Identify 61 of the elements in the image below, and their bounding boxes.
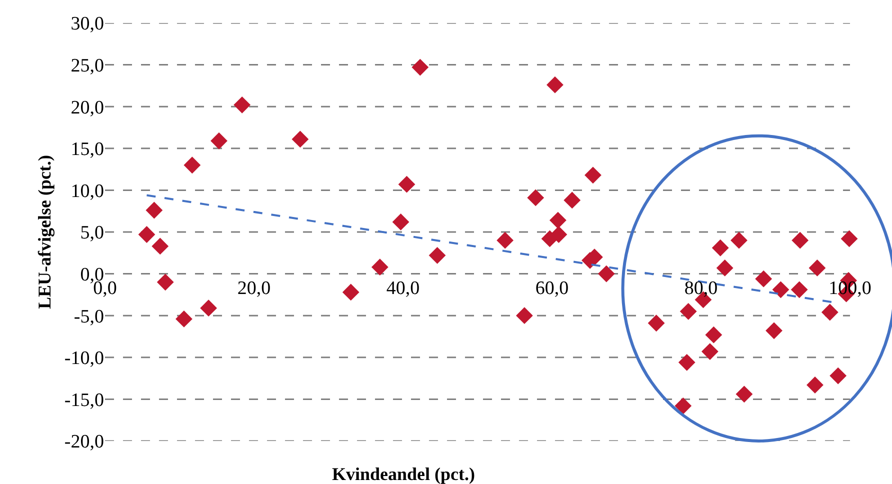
point [821,304,838,321]
point [398,176,416,193]
point [584,166,602,184]
point [701,343,718,360]
y-tick-label: 25,0 [70,55,104,76]
point [496,232,514,249]
y-axis-title: LEU-afvigelse (pct.) [34,155,55,309]
point [772,281,790,298]
point [564,192,581,209]
y-tick-label: 15,0 [70,139,104,160]
point [392,214,410,230]
point [292,130,309,148]
point [550,226,568,243]
point [152,238,169,255]
point [200,300,218,317]
point [428,246,446,264]
point [766,322,782,340]
point [674,397,692,414]
y-tick-label: 20,0 [70,97,104,118]
point [412,58,429,76]
point [550,212,566,229]
point [806,376,824,394]
y-tick-label: -10,0 [64,348,104,370]
y-tick-label: 10,0 [70,180,104,202]
y-tick-label: -20,0 [64,432,104,453]
x-tick-label: 60,0 [535,278,569,299]
point [156,274,174,291]
point [146,202,163,219]
point [680,302,697,320]
point [730,232,748,249]
point [342,284,360,301]
y-tick-label: -5,0 [74,306,104,328]
point [712,239,729,256]
x-axis-title: Kvindeandel (pct.) [332,464,476,484]
point [546,76,564,94]
point [210,132,228,150]
y-tick-label: -15,0 [64,390,104,411]
x-tick-label: 80,0 [684,278,718,299]
point [678,354,696,371]
point [184,156,201,174]
point [176,310,192,328]
point [234,96,251,114]
y-tick-label: 5,0 [80,222,104,244]
point [830,367,847,384]
point [755,270,772,288]
y-tick-label: 30,0 [70,14,104,35]
point [648,314,665,332]
point [808,260,826,276]
x-tick-label: 40,0 [386,278,420,299]
point [371,258,388,276]
point [527,189,544,206]
point [598,265,615,282]
point [840,230,858,248]
point [138,226,156,243]
point [705,326,722,344]
point [716,260,734,276]
point [736,386,753,403]
point [792,232,809,249]
x-tick-label: 20,0 [237,278,271,299]
point [790,281,808,298]
point [516,307,533,324]
